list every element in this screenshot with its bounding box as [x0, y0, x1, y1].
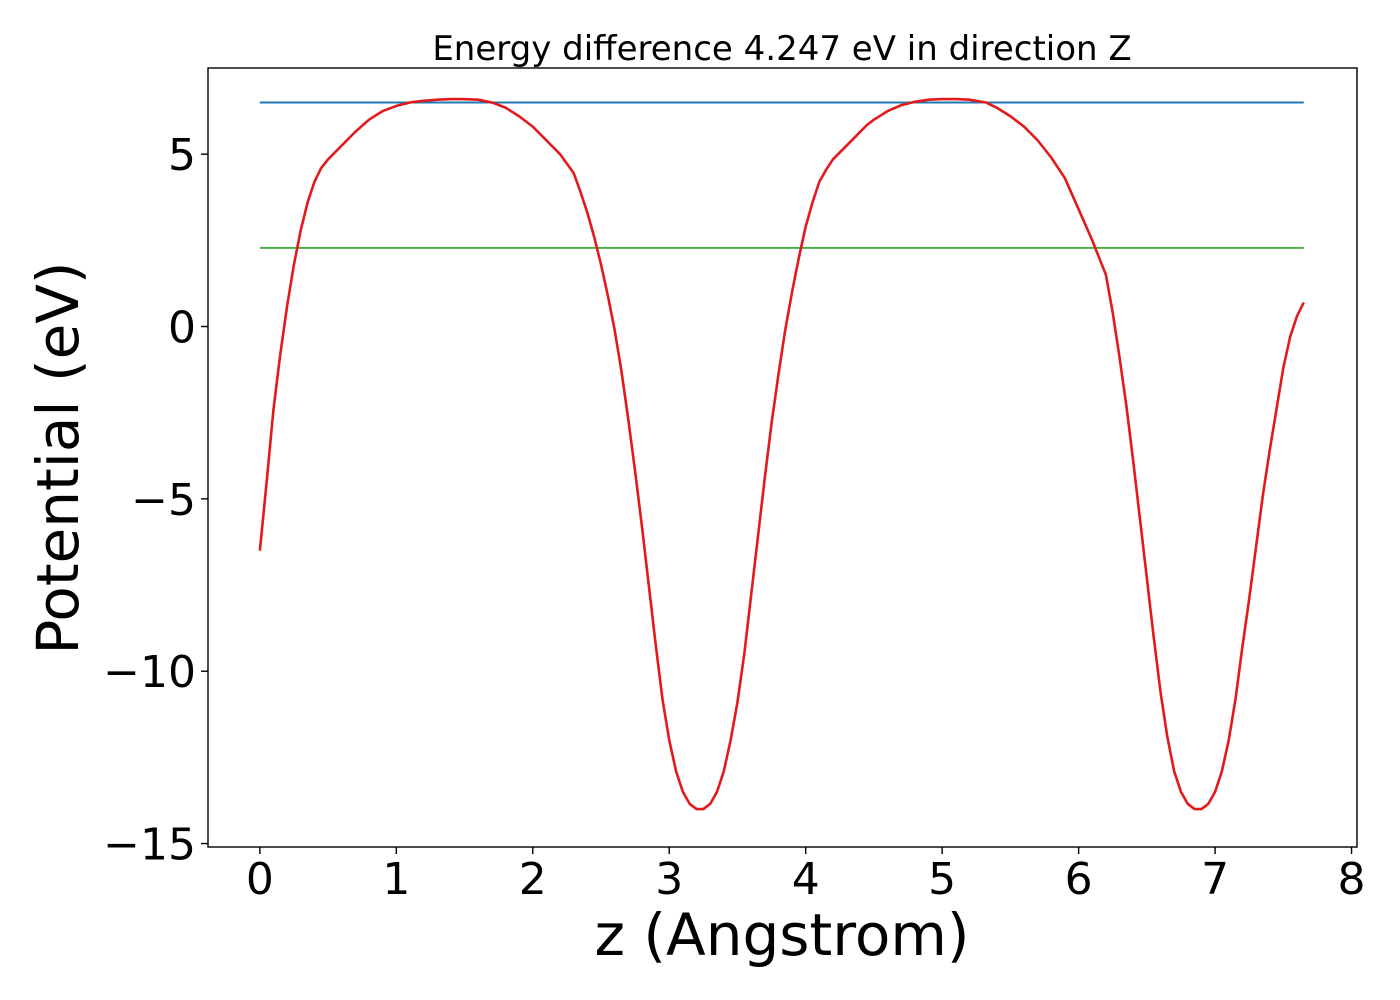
y-tick-label: −5 [131, 475, 196, 526]
x-tick-label: 4 [792, 854, 820, 905]
y-tick-label: 0 [168, 303, 196, 354]
x-tick-label: 0 [246, 854, 274, 905]
series-layer [258, 97, 1305, 811]
x-axis: 0 1 2 3 4 5 6 7 8 [246, 847, 1366, 905]
y-tick-label: −10 [103, 647, 196, 698]
x-tick-label: 3 [655, 854, 683, 905]
x-tick-label: 5 [928, 854, 956, 905]
chart-title: Energy difference 4.247 eV in direction … [432, 29, 1131, 69]
plot-frame [207, 67, 1358, 848]
x-tick-label: 1 [382, 854, 410, 905]
x-axis-label: z (Angstrom) [595, 901, 970, 969]
x-tick-label: 6 [1065, 854, 1093, 905]
y-axis-label: Potential (eV) [24, 261, 92, 654]
y-tick-label: −15 [103, 820, 196, 871]
x-tick-label: 2 [519, 854, 547, 905]
y-axis: 5 0 −5 −10 −15 [103, 130, 208, 871]
x-tick-label: 7 [1201, 854, 1229, 905]
series-line-potential [258, 97, 1305, 811]
x-tick-label: 8 [1338, 854, 1366, 905]
y-tick-label: 5 [168, 130, 196, 181]
